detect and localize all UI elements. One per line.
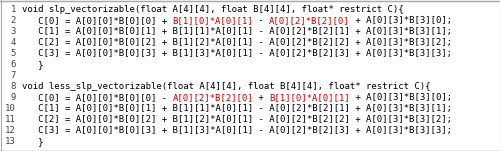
Text: C[2] = A[0][0]*B[0][2] + B[1][2]*A[0][1] - A[0][2]*B[2][2] + A[0][3]*B[3][2];: C[2] = A[0][0]*B[0][2] + B[1][2]*A[0][1]… [22, 115, 452, 124]
Text: +: + [253, 93, 269, 102]
Text: 10: 10 [5, 104, 16, 113]
Text: 5: 5 [10, 49, 16, 58]
Text: void less_slp_vectorizable(float A[4][4], float B[4][4], float* restrict C){: void less_slp_vectorizable(float A[4][4]… [22, 82, 430, 91]
Text: C[3] = A[0][0]*B[0][3] + B[1][3]*A[0][1] - A[0][2]*B[2][3] + A[0][3]*B[3][3];: C[3] = A[0][0]*B[0][3] + B[1][3]*A[0][1]… [22, 126, 452, 135]
Text: 11: 11 [5, 115, 16, 124]
Text: + A[0][3]*B[3][0];: + A[0][3]*B[3][0]; [350, 93, 452, 102]
Text: C[1] = A[0][0]*B[0][1] + B[1][1]*A[0][1] - A[0][2]*B[2][1] + A[0][3]*B[3][1];: C[1] = A[0][0]*B[0][1] + B[1][1]*A[0][1]… [22, 104, 452, 113]
Text: 6: 6 [10, 60, 16, 69]
Text: 4: 4 [10, 38, 16, 47]
Text: -: - [253, 16, 269, 25]
Text: C[3] = A[0][0]*B[0][3] + B[1][3]*A[0][1] - A[0][2]*B[2][3] + A[0][3]*B[3][3];: C[3] = A[0][0]*B[0][3] + B[1][3]*A[0][1]… [22, 49, 452, 58]
Text: C[2] = A[0][0]*B[0][2] + B[1][2]*A[0][1] - A[0][2]*B[2][2] + A[0][3]*B[3][2];: C[2] = A[0][0]*B[0][2] + B[1][2]*A[0][1]… [22, 38, 452, 47]
Text: }: } [22, 60, 44, 69]
Text: C[1] = A[0][0]*B[0][1] + B[1][1]*A[0][1] - A[0][2]*B[2][1] + A[0][3]*B[3][1];: C[1] = A[0][0]*B[0][1] + B[1][1]*A[0][1]… [22, 27, 452, 36]
Text: 3: 3 [10, 27, 16, 36]
Text: A[0][2]*B[2][0]: A[0][2]*B[2][0] [172, 93, 253, 102]
Text: C[0] = A[0][0]*B[0][0] -: C[0] = A[0][0]*B[0][0] - [22, 93, 172, 102]
Text: C[0] = A[0][0]*B[0][0] +: C[0] = A[0][0]*B[0][0] + [22, 16, 172, 25]
Text: void slp_vectorizable(float A[4][4], float B[4][4], float* restrict C){: void slp_vectorizable(float A[4][4], flo… [22, 5, 404, 14]
Text: 7: 7 [10, 71, 16, 80]
Text: }: } [22, 137, 44, 146]
Text: 9: 9 [10, 93, 16, 102]
Text: + A[0][3]*B[3][0];: + A[0][3]*B[3][0]; [350, 16, 452, 25]
Text: 13: 13 [5, 137, 16, 146]
Text: B[1][0]*A[0][1]: B[1][0]*A[0][1] [172, 16, 253, 25]
Text: B[1][0]*A[0][1]: B[1][0]*A[0][1] [269, 93, 350, 102]
Text: 12: 12 [5, 126, 16, 135]
Text: 2: 2 [10, 16, 16, 25]
Text: 8: 8 [10, 82, 16, 91]
Text: A[0][2]*B[2][0]: A[0][2]*B[2][0] [269, 16, 350, 25]
Text: 1: 1 [10, 5, 16, 14]
